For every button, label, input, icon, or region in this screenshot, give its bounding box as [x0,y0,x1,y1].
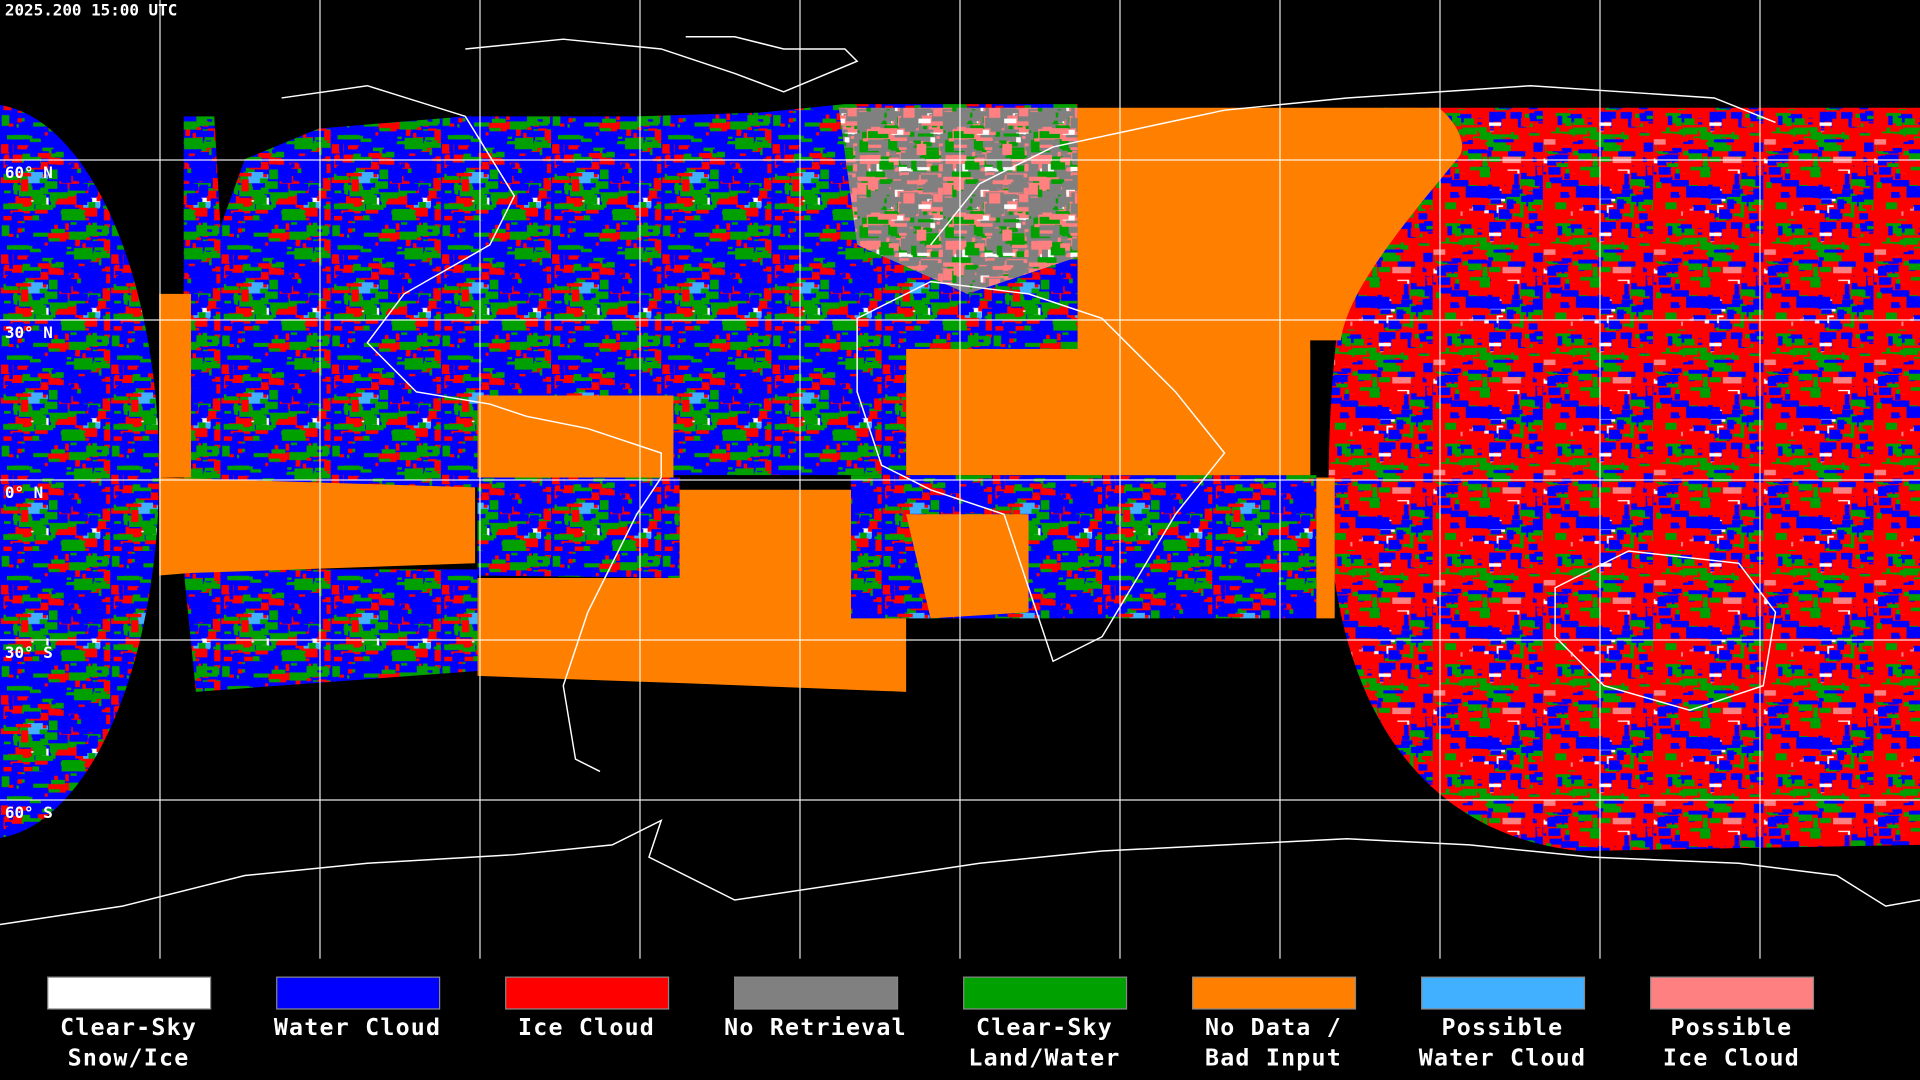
legend-label: Water Cloud [1419,1045,1586,1072]
timestamp: 2025.200 15:00 UTC [5,1,177,20]
legend-swatch [734,976,899,1010]
coastline [0,818,1920,926]
coastline [930,84,1776,246]
no-data-block [159,477,476,576]
legend-label: Land/Water [968,1045,1120,1072]
legend-label: Clear-Sky [976,1014,1113,1041]
no-data-region [159,107,1463,692]
legend-label: Possible [1671,1014,1793,1041]
legend-swatch [1650,976,1815,1010]
satellite-disk [1328,107,1920,852]
legend-swatch [505,976,670,1010]
satellite-sector [838,107,1078,294]
legend-label: Ice Cloud [518,1014,655,1041]
latitude-label: 30° N [5,323,53,342]
latitude-label: 0° N [5,483,43,502]
legend-swatch [963,976,1128,1010]
coastline [1554,550,1777,711]
no-data-block [1077,107,1463,476]
coastlines [0,36,1920,926]
legend-label: Water Cloud [274,1014,441,1041]
legend-swatch [1192,976,1357,1010]
cloud-phase-field [0,104,1920,852]
legend-label: Snow/Ice [68,1045,190,1072]
no-data-block [159,293,192,478]
no-data-block [906,514,1029,619]
legend-label: Clear-Sky [60,1014,197,1041]
coastline [281,84,662,773]
latitude-labels: 60° N 30° N 0° N 30° S 60° S [5,163,53,822]
no-data-block [477,395,674,478]
coastline [465,36,859,93]
latitude-label: 60° S [5,803,53,822]
legend-label: Bad Input [1205,1045,1342,1072]
legend-swatch [1421,976,1586,1010]
legend-label: No Data / [1205,1014,1342,1041]
legend-swatch [276,976,441,1010]
satellite-sector [183,569,478,692]
graticule [0,0,1920,959]
no-data-block [477,489,907,692]
latitude-label: 30° S [5,643,53,662]
legend-label: Possible [1442,1014,1564,1041]
legend-label: Ice Cloud [1663,1045,1800,1072]
satellite-disk [0,105,160,838]
legend-label: No Retrieval [724,1014,907,1041]
legend-swatch [47,976,212,1010]
legend: Clear-Sky Snow/Ice Water Cloud Ice Cloud No … [47,976,1815,1072]
satellite-sector [477,477,680,578]
no-data-block [1316,477,1335,619]
latitude-label: 60° N [5,163,53,182]
